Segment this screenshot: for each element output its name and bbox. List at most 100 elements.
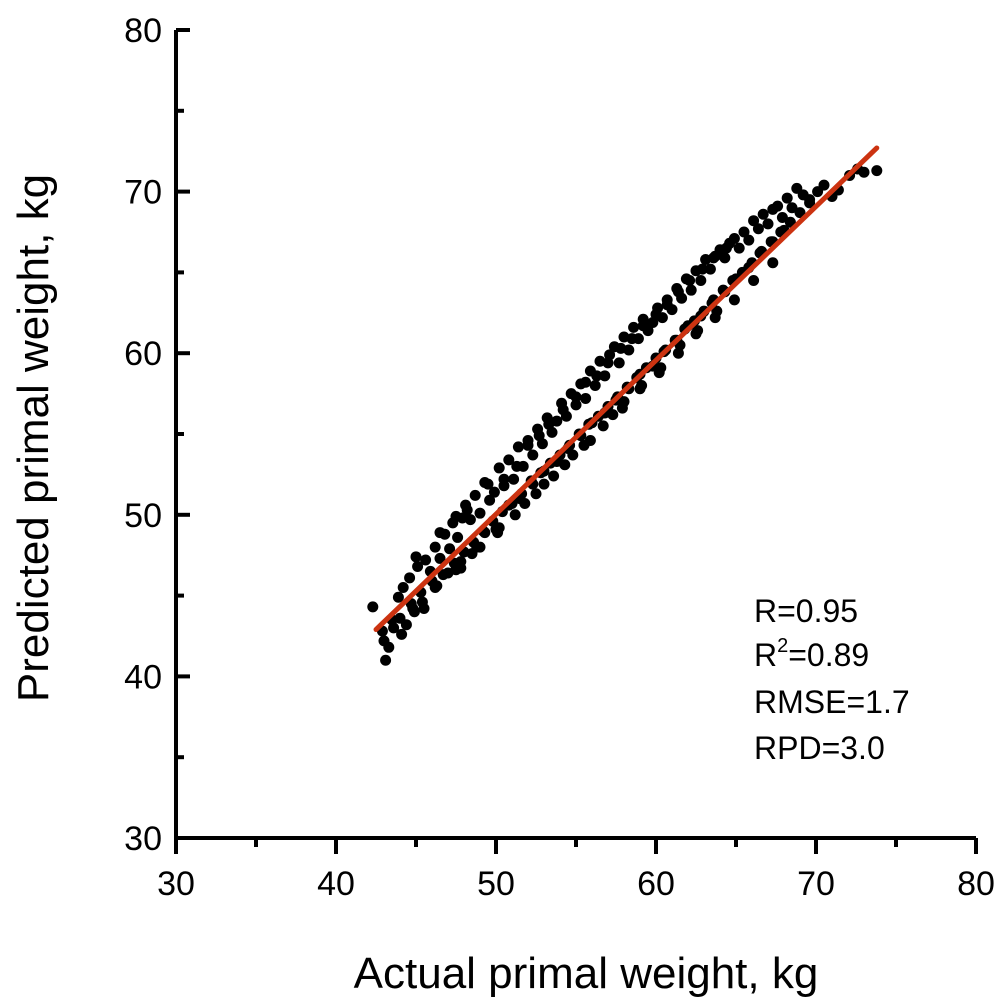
data-point — [728, 232, 740, 244]
data-point — [493, 462, 505, 474]
data-point — [488, 486, 500, 498]
data-point — [538, 478, 550, 490]
data-point — [767, 257, 779, 269]
data-point — [634, 383, 646, 395]
data-point — [672, 347, 684, 359]
data-point — [533, 430, 545, 442]
y-tick-label: 30 — [124, 820, 162, 858]
data-point — [597, 420, 609, 432]
data-point — [450, 510, 462, 522]
data-point — [781, 192, 793, 204]
data-point — [503, 454, 515, 466]
x-tick-label: 70 — [797, 865, 835, 903]
data-point — [461, 504, 473, 516]
data-point — [748, 274, 760, 286]
data-point — [397, 582, 409, 594]
data-point — [709, 312, 721, 324]
data-point — [580, 392, 592, 404]
y-tick-label: 60 — [124, 335, 162, 373]
data-point — [474, 541, 486, 553]
data-point — [469, 489, 481, 501]
data-point — [522, 439, 534, 451]
data-point — [599, 370, 611, 382]
data-point — [858, 166, 870, 178]
data-point — [482, 478, 494, 490]
data-point — [684, 274, 696, 286]
stat-r2: R2=0.89 — [754, 635, 869, 673]
data-point — [776, 211, 788, 223]
data-point — [672, 286, 684, 298]
data-point — [392, 591, 404, 603]
data-point — [762, 218, 774, 230]
stat-r: R=0.95 — [754, 593, 858, 629]
data-point — [429, 582, 441, 594]
data-point — [752, 223, 764, 235]
data-point — [772, 200, 784, 212]
x-tick-label: 40 — [317, 865, 355, 903]
data-point — [570, 399, 582, 411]
data-point — [661, 299, 673, 311]
stat-r2-prefix: R — [754, 637, 777, 673]
data-point — [743, 234, 755, 246]
data-point — [615, 342, 627, 354]
data-point — [394, 612, 406, 624]
data-point — [720, 242, 732, 254]
data-point — [786, 202, 798, 214]
data-point — [733, 242, 745, 254]
data-point — [695, 274, 707, 286]
data-point — [591, 370, 603, 382]
data-point — [628, 321, 640, 333]
stat-r2-suffix: =0.89 — [788, 637, 869, 673]
data-point — [559, 459, 571, 471]
data-point — [696, 263, 708, 275]
x-axis-title: Actual primal weight, kg — [354, 949, 819, 998]
data-point — [871, 165, 883, 177]
x-tick-label: 50 — [477, 865, 515, 903]
data-point — [738, 226, 750, 238]
data-point — [589, 380, 601, 392]
y-axis-title: Predicted primal weight, kg — [9, 174, 58, 702]
data-point — [527, 449, 539, 461]
data-point — [613, 357, 625, 369]
data-point — [650, 308, 662, 320]
fit-line — [373, 145, 880, 633]
data-point — [367, 601, 379, 613]
data-point — [388, 622, 400, 634]
y-tick-label: 40 — [124, 658, 162, 696]
data-point — [570, 391, 582, 403]
data-point — [474, 507, 486, 519]
y-tick-label: 80 — [124, 12, 162, 50]
data-point — [548, 470, 560, 482]
data-point — [420, 554, 432, 566]
y-tick-label: 70 — [124, 174, 162, 212]
data-point — [794, 207, 806, 219]
data-point — [728, 294, 740, 306]
data-point — [434, 527, 446, 539]
data-points — [367, 163, 883, 666]
data-point — [396, 628, 408, 640]
data-point — [412, 561, 424, 573]
stat-rmse: RMSE=1.7 — [754, 684, 910, 720]
data-point — [708, 252, 720, 264]
data-point — [418, 603, 430, 615]
data-point — [512, 441, 524, 453]
data-point — [557, 404, 569, 416]
data-point — [450, 564, 462, 576]
y-tick-label: 50 — [124, 497, 162, 535]
data-point — [757, 208, 769, 220]
data-point — [719, 252, 731, 264]
data-point — [509, 509, 521, 521]
data-point — [804, 197, 816, 209]
data-point — [616, 402, 628, 414]
data-point — [404, 572, 416, 584]
stats-annotation: R=0.95 R2=0.89 RMSE=1.7 RPD=3.0 — [754, 593, 910, 766]
data-point — [578, 439, 590, 451]
data-point — [653, 367, 665, 379]
data-point — [748, 215, 760, 227]
data-point — [383, 641, 395, 653]
data-point — [508, 473, 520, 485]
data-point — [444, 543, 456, 555]
data-point — [380, 654, 392, 666]
data-point — [626, 333, 638, 345]
